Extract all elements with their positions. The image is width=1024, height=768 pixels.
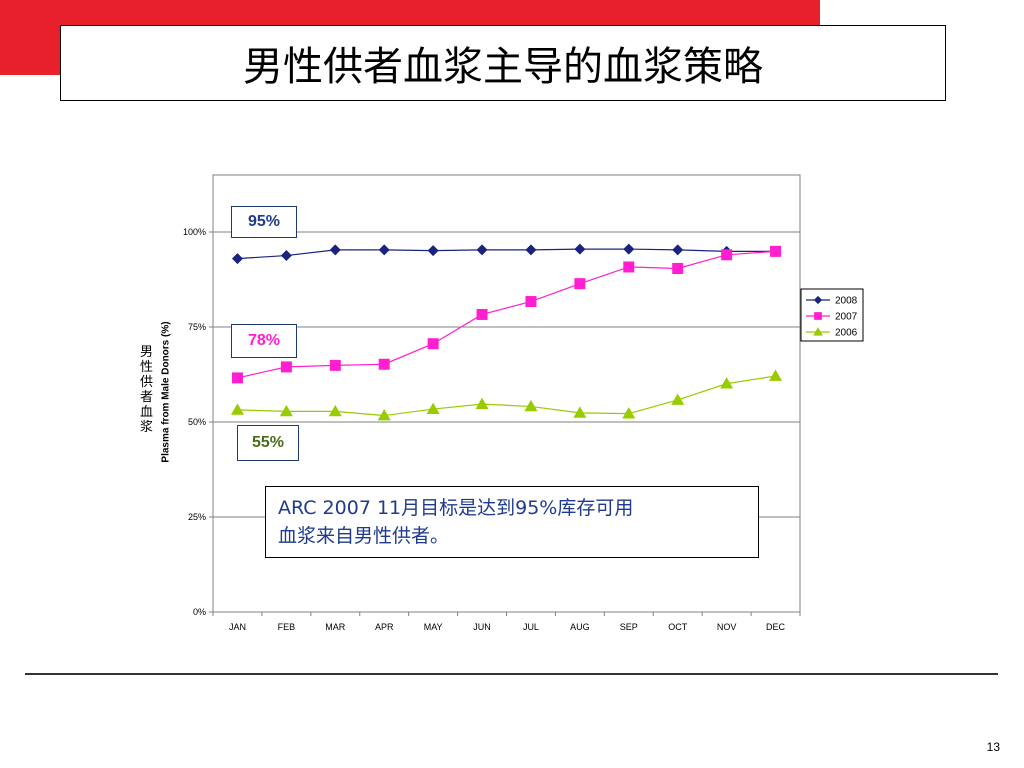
legend: 2008 2007 2006	[800, 288, 864, 342]
data-point-2006	[279, 404, 293, 417]
series-2006	[230, 369, 783, 421]
data-point-2008	[280, 250, 292, 262]
x-tick-label: JUL	[523, 622, 539, 632]
y-axis-label-chinese: 男性供者血浆	[140, 345, 154, 435]
data-point-2008	[476, 244, 488, 256]
y-tick-label: 100%	[183, 227, 206, 237]
x-tick-label: JAN	[229, 622, 246, 632]
page-number: 13	[986, 740, 1000, 754]
data-point-2008	[672, 244, 684, 256]
data-point-2006	[230, 403, 244, 415]
data-point-2007	[525, 296, 537, 308]
data-point-2008	[231, 253, 243, 265]
data-point-2006	[524, 399, 538, 412]
x-tick-label: SEP	[620, 622, 638, 632]
data-point-2007	[476, 308, 488, 320]
x-axis-ticks: JAN FEB MAR APR MAY JUN JUL AUG SEP OCT NOV DEC	[212, 612, 801, 632]
data-point-2007	[329, 359, 341, 371]
series-line-2007	[237, 250, 776, 379]
legend-marker-2008	[813, 295, 823, 305]
legend-marker-2006	[813, 327, 823, 336]
data-point-2007	[623, 261, 635, 273]
callout-2008-percent: 95%	[231, 206, 297, 238]
series-group	[230, 243, 783, 421]
data-point-2007	[721, 249, 733, 261]
data-point-2007	[231, 372, 243, 384]
data-point-2007	[280, 361, 292, 373]
data-point-2006	[622, 407, 636, 419]
x-tick-label: DEC	[766, 622, 786, 632]
x-tick-label: NOV	[717, 622, 737, 632]
callout-2007-percent: 78%	[231, 324, 297, 358]
data-point-2006	[377, 409, 391, 421]
callout-2006-percent: 55%	[237, 425, 299, 461]
data-point-2006	[328, 404, 342, 417]
data-point-2008	[378, 244, 390, 256]
data-point-2008	[623, 243, 635, 255]
data-point-2007	[574, 278, 586, 290]
legend-marker-2007	[814, 312, 822, 320]
series-line-2006	[237, 375, 776, 417]
x-tick-label: FEB	[278, 622, 296, 632]
legend-label-2008: 2008	[835, 296, 858, 307]
x-tick-label: MAR	[325, 622, 346, 632]
x-tick-label: MAY	[424, 622, 443, 632]
series-line-2008	[237, 248, 776, 260]
data-point-2007	[427, 338, 439, 350]
data-point-2006	[426, 402, 440, 414]
legend-label-2007: 2007	[835, 312, 858, 323]
legend-label-2006: 2006	[835, 328, 858, 339]
data-point-2006	[475, 397, 489, 410]
y-axis-ticks: 0% 25% 50% 75% 100%	[183, 227, 213, 617]
y-tick-label: 0%	[193, 607, 206, 617]
data-point-2007	[672, 262, 684, 274]
data-point-2006	[720, 377, 734, 389]
series-2007	[231, 245, 782, 384]
data-point-2006	[573, 406, 587, 418]
data-point-2008	[525, 244, 537, 256]
target-note: ARC 2007 11月目标是达到95%库存可用 血浆来自男性供者。	[265, 486, 759, 558]
data-point-2008	[329, 244, 341, 256]
x-tick-label: JUN	[473, 622, 491, 632]
data-point-2006	[769, 369, 783, 381]
target-note-line1: ARC 2007 11月目标是达到95%库存可用	[278, 497, 634, 519]
y-tick-label: 25%	[188, 512, 206, 522]
target-note-line2: 血浆来自男性供者。	[278, 525, 450, 547]
data-point-2008	[427, 245, 439, 257]
x-tick-label: OCT	[668, 622, 688, 632]
data-point-2006	[671, 393, 685, 405]
y-axis-label: Plasma from Male Donors (%)	[160, 321, 172, 463]
x-tick-label: AUG	[570, 622, 590, 632]
data-point-2008	[574, 243, 586, 255]
data-point-2007	[378, 358, 390, 370]
y-tick-label: 50%	[188, 417, 206, 427]
y-tick-label: 75%	[188, 322, 206, 332]
slide-title: 男性供者血浆主导的血浆策略	[60, 25, 946, 101]
x-tick-label: APR	[375, 622, 394, 632]
footer-rule	[25, 673, 998, 675]
data-point-2007	[770, 245, 782, 257]
